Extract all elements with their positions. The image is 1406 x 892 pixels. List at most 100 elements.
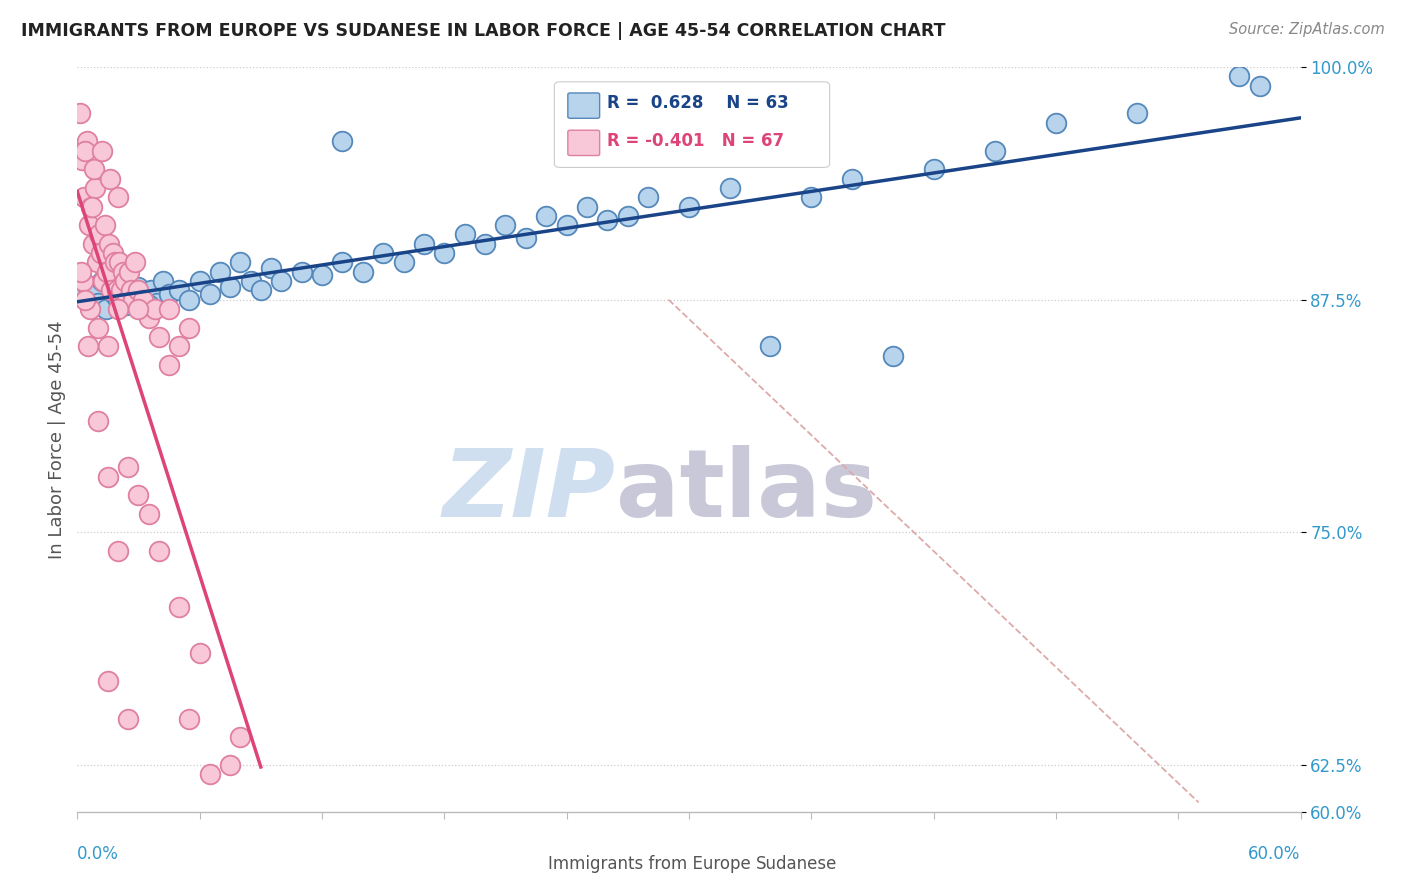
Point bbox=[239, 274, 262, 288]
FancyBboxPatch shape bbox=[568, 93, 599, 119]
Point bbox=[352, 265, 374, 279]
Point bbox=[270, 274, 292, 288]
Point bbox=[882, 349, 904, 363]
Point bbox=[515, 231, 537, 245]
Point bbox=[332, 255, 354, 269]
Point bbox=[229, 255, 252, 269]
Point bbox=[146, 296, 169, 310]
Point bbox=[1045, 116, 1067, 130]
Point bbox=[97, 339, 120, 353]
Point bbox=[800, 190, 823, 204]
Point bbox=[169, 599, 191, 614]
Point bbox=[1126, 106, 1149, 120]
Point bbox=[117, 712, 139, 726]
Point bbox=[139, 283, 162, 297]
Point bbox=[841, 171, 863, 186]
Point bbox=[72, 287, 94, 301]
Point bbox=[87, 296, 110, 310]
Point bbox=[72, 274, 94, 288]
Point bbox=[260, 260, 283, 275]
Point bbox=[97, 236, 120, 251]
Point bbox=[73, 190, 96, 204]
Point bbox=[84, 283, 107, 297]
Y-axis label: In Labor Force | Age 45-54: In Labor Force | Age 45-54 bbox=[48, 320, 66, 558]
Point bbox=[83, 162, 105, 177]
Point bbox=[76, 134, 98, 148]
Point bbox=[127, 488, 149, 502]
Point bbox=[70, 265, 93, 279]
Point bbox=[371, 246, 394, 260]
Point bbox=[131, 293, 153, 307]
Point bbox=[103, 287, 125, 301]
Point bbox=[127, 283, 149, 297]
Point bbox=[101, 246, 124, 260]
Point bbox=[250, 283, 273, 297]
Point bbox=[112, 265, 135, 279]
Point bbox=[77, 218, 100, 232]
Point bbox=[1249, 78, 1271, 93]
Point bbox=[117, 460, 139, 475]
Point bbox=[637, 190, 659, 204]
Point bbox=[75, 293, 97, 307]
Point bbox=[229, 730, 252, 744]
Point bbox=[87, 320, 110, 334]
Point bbox=[138, 311, 160, 326]
Point bbox=[80, 200, 103, 214]
Point bbox=[138, 507, 160, 521]
FancyBboxPatch shape bbox=[509, 853, 541, 878]
Point bbox=[120, 283, 142, 297]
Point bbox=[90, 274, 112, 288]
Point bbox=[127, 279, 149, 293]
Point bbox=[79, 301, 101, 316]
Point bbox=[80, 293, 103, 307]
Point bbox=[100, 283, 122, 297]
Point bbox=[115, 298, 138, 312]
Point bbox=[110, 283, 132, 297]
Point bbox=[290, 265, 312, 279]
Point bbox=[718, 181, 741, 195]
Point bbox=[219, 279, 242, 293]
Point bbox=[134, 293, 156, 307]
Point bbox=[596, 212, 619, 227]
Point bbox=[169, 283, 191, 297]
Point bbox=[157, 301, 180, 316]
Text: atlas: atlas bbox=[616, 445, 876, 538]
Point bbox=[576, 200, 599, 214]
Point bbox=[105, 283, 128, 297]
Point bbox=[118, 265, 141, 279]
Point bbox=[143, 301, 166, 316]
Point bbox=[219, 758, 242, 772]
Point bbox=[922, 162, 945, 177]
Point bbox=[759, 339, 782, 353]
Point bbox=[678, 200, 700, 214]
Point bbox=[392, 255, 415, 269]
Point bbox=[79, 200, 101, 214]
Point bbox=[332, 134, 354, 148]
Text: Source: ZipAtlas.com: Source: ZipAtlas.com bbox=[1229, 22, 1385, 37]
Point bbox=[111, 268, 134, 283]
Point bbox=[138, 298, 160, 312]
Point bbox=[157, 287, 180, 301]
Point bbox=[984, 144, 1007, 158]
Point bbox=[97, 674, 120, 689]
FancyBboxPatch shape bbox=[554, 82, 830, 168]
Point bbox=[188, 647, 211, 661]
Point bbox=[90, 246, 112, 260]
Point bbox=[157, 358, 180, 372]
Point bbox=[104, 255, 127, 269]
Text: 60.0%: 60.0% bbox=[1249, 846, 1301, 863]
Point bbox=[413, 236, 436, 251]
Point bbox=[1229, 69, 1251, 83]
Point bbox=[474, 236, 496, 251]
Point bbox=[152, 274, 174, 288]
Point bbox=[94, 218, 117, 232]
Point bbox=[108, 255, 131, 269]
Point bbox=[87, 227, 110, 242]
Text: Sudanese: Sudanese bbox=[756, 855, 838, 873]
Point bbox=[94, 301, 117, 316]
Point bbox=[107, 293, 129, 307]
Point bbox=[433, 246, 456, 260]
Text: IMMIGRANTS FROM EUROPE VS SUDANESE IN LABOR FORCE | AGE 45-54 CORRELATION CHART: IMMIGRANTS FROM EUROPE VS SUDANESE IN LA… bbox=[21, 22, 946, 40]
FancyBboxPatch shape bbox=[717, 853, 749, 878]
Point bbox=[188, 274, 211, 288]
